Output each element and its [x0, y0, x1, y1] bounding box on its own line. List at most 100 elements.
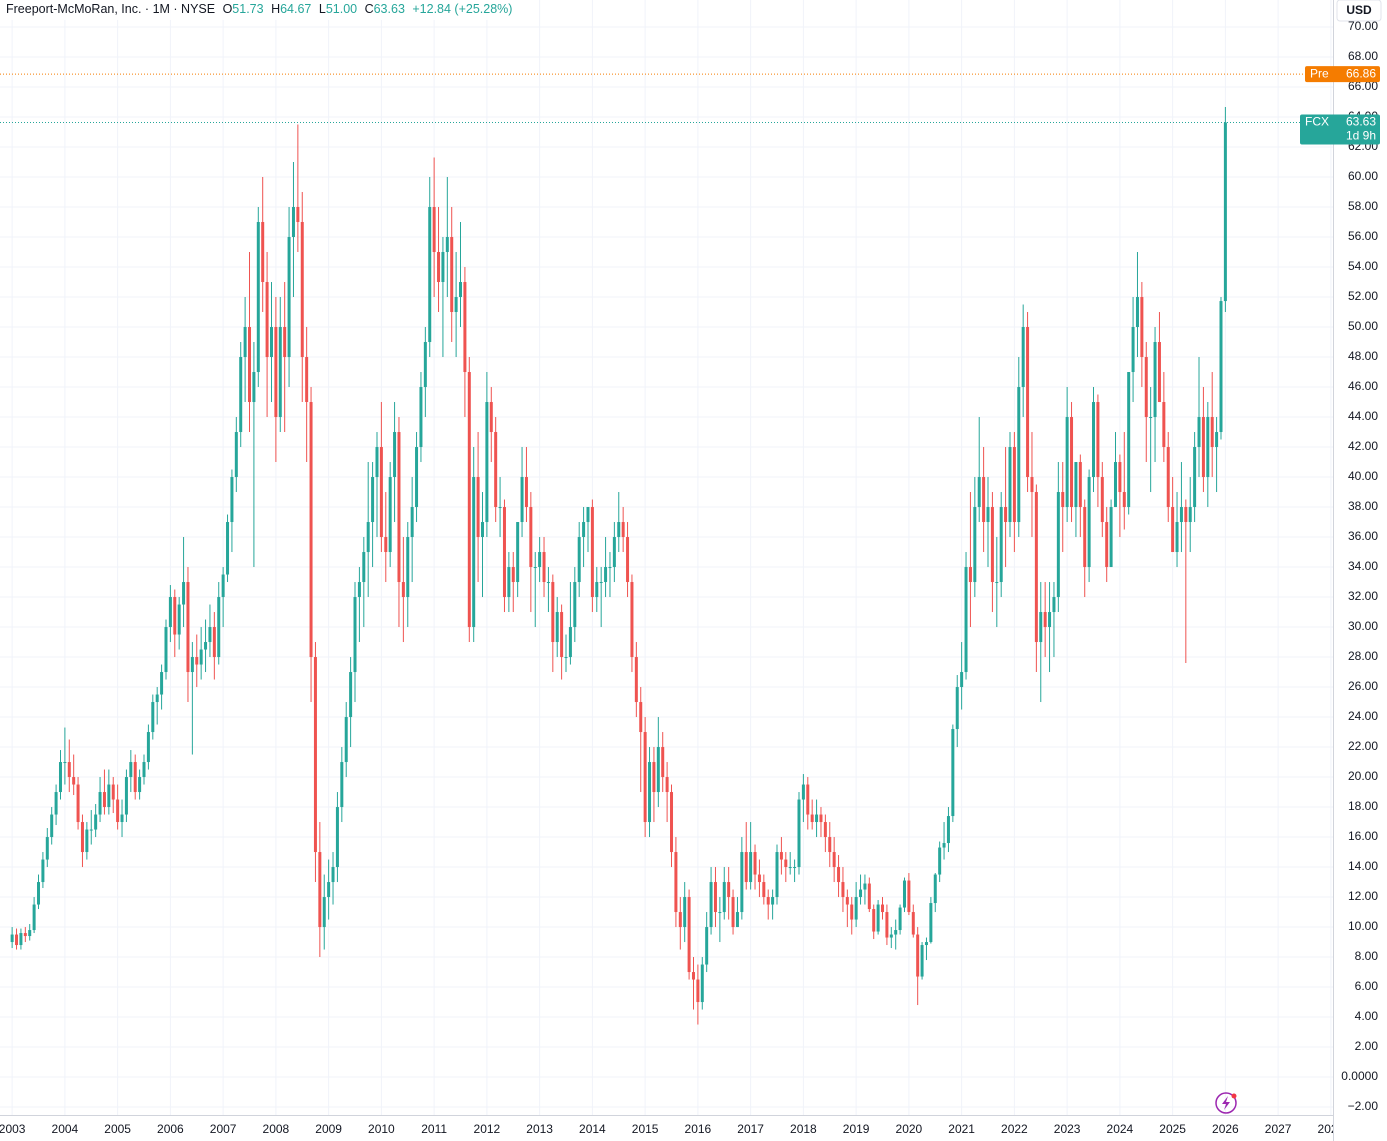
candle-body — [546, 582, 550, 584]
candle-body — [881, 904, 885, 913]
x-tick-label: 2005 — [104, 1122, 131, 1136]
candle-body — [230, 477, 234, 523]
price-tag-label: Pre — [1310, 66, 1329, 80]
candle-body — [234, 432, 238, 478]
y-tick-label: 46.00 — [1348, 379, 1378, 393]
candle-body — [107, 784, 111, 808]
candle-body — [564, 657, 568, 659]
candle-body — [599, 582, 603, 584]
candle-body — [1087, 477, 1091, 568]
candle-body — [995, 582, 999, 584]
candle-body — [1096, 402, 1100, 478]
candle-body — [291, 207, 295, 238]
candle-body — [1206, 417, 1210, 478]
open-label: O — [223, 2, 233, 16]
candle-body — [173, 597, 177, 635]
candle-body — [1135, 297, 1139, 328]
currency-button[interactable] — [1336, 0, 1382, 22]
candle-body — [793, 867, 797, 869]
candle-body — [89, 829, 93, 831]
candle-body — [366, 522, 370, 553]
x-tick-label: 2027 — [1265, 1122, 1292, 1136]
events-bolt[interactable] — [1222, 1096, 1230, 1110]
candle-body — [182, 582, 186, 605]
candle-body — [841, 882, 845, 898]
candle-body — [1122, 492, 1126, 508]
y-tick-label: 6.00 — [1355, 979, 1379, 993]
events-ring[interactable] — [1215, 1092, 1237, 1114]
candle-body — [1127, 372, 1131, 508]
candle-body — [859, 889, 863, 898]
y-tick-label: 56.00 — [1348, 229, 1378, 243]
candle-body — [766, 897, 770, 905]
candle-body — [1052, 597, 1056, 613]
candle-body — [731, 897, 735, 928]
candle-body — [1166, 447, 1170, 508]
candle-body — [1021, 327, 1025, 388]
x-tick-label: 2007 — [210, 1122, 237, 1136]
price-tag — [1300, 114, 1380, 145]
candle-body — [529, 507, 533, 568]
header-bg — [0, 0, 520, 20]
candle-body — [146, 732, 150, 763]
candle-body — [568, 627, 572, 658]
candle-body — [467, 372, 471, 628]
candle-body — [186, 582, 190, 673]
candle-body — [195, 657, 199, 665]
y-tick-label: 50.00 — [1348, 319, 1378, 333]
y-tick-label: 34.00 — [1348, 559, 1378, 573]
candle-body — [265, 282, 269, 358]
candle-body — [349, 672, 353, 718]
candle-body — [494, 432, 498, 508]
candle-body — [248, 327, 252, 403]
x-tick-label: 2009 — [315, 1122, 342, 1136]
candle-body — [955, 687, 959, 730]
candle-body — [1149, 417, 1153, 419]
candle-body — [670, 792, 674, 853]
y-tick-label: 60.00 — [1348, 169, 1378, 183]
candle-body — [1056, 492, 1060, 598]
candle-body — [1157, 342, 1161, 403]
candle-body — [54, 792, 58, 815]
x-tick-label: 2006 — [157, 1122, 184, 1136]
candle-body — [41, 859, 45, 883]
candle-body — [76, 784, 80, 823]
price-tag-value: 63.63 — [1346, 115, 1376, 129]
y-tick-label: 58.00 — [1348, 199, 1378, 213]
candle-body — [401, 582, 405, 598]
candle-body — [617, 522, 621, 538]
candle-body — [384, 537, 388, 553]
candle-body — [1179, 507, 1183, 523]
currency[interactable]: USD — [1346, 3, 1372, 17]
candle-body — [221, 574, 225, 598]
events-dot[interactable] — [1231, 1093, 1237, 1099]
candle-body — [700, 964, 704, 1003]
candle-body — [1008, 447, 1012, 523]
candle-body — [626, 537, 630, 583]
candle-body — [810, 814, 814, 823]
candle-body — [845, 897, 849, 905]
candle-body — [406, 537, 410, 598]
price-tag-countdown: 1d 9h — [1346, 129, 1376, 143]
candle-body — [379, 447, 383, 538]
candle-body — [643, 732, 647, 823]
candle-body — [1210, 417, 1214, 448]
candle-body — [986, 507, 990, 523]
candle-body — [538, 552, 542, 568]
candle-body — [1092, 402, 1096, 478]
y-tick-label: 44.00 — [1348, 409, 1378, 423]
plot-area — [10, 106, 1227, 1025]
candle-body — [1039, 612, 1043, 643]
candle-body — [239, 357, 243, 433]
events-icon[interactable] — [1215, 1092, 1237, 1114]
candle-body — [801, 784, 805, 800]
candle-body — [854, 897, 858, 920]
y-tick-label: −2.00 — [1348, 1099, 1379, 1113]
price-axis-panel — [1333, 0, 1387, 1141]
candle-body — [691, 972, 695, 980]
candle-body — [393, 432, 397, 478]
y-tick-label: 54.00 — [1348, 259, 1378, 273]
price-axis: −2.00 0.0000 2.00 4.00 6.00 8.00 10.00 12.00 14.… — [1341, 19, 1378, 1113]
candle-body — [415, 447, 419, 508]
candle-body — [511, 567, 515, 583]
